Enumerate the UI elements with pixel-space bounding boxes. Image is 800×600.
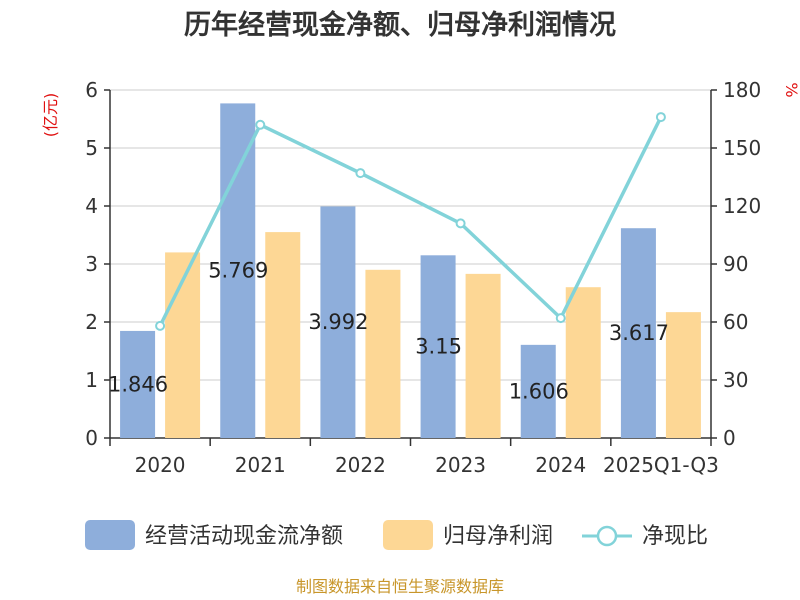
right-axis-unit: %: [782, 82, 800, 97]
chart-title: 历年经营现金净额、归母净利润情况: [184, 9, 616, 41]
left-axis-tick-label: 0: [85, 426, 98, 450]
right-axis-tick-label: 60: [723, 310, 748, 334]
bar-value-label: 3.992: [308, 310, 368, 334]
ratio-point[interactable]: [155, 320, 166, 331]
left-axis-tick-label: 5: [85, 136, 98, 160]
bar-cashflow[interactable]: [620, 228, 656, 438]
ratio-point[interactable]: [355, 168, 366, 179]
bar-cashflow[interactable]: [320, 206, 356, 438]
legend: 经营活动现金流净额 归母净利润 净现比: [85, 520, 708, 550]
left-axis-tick-label: 2: [85, 310, 98, 334]
left-axis-tick-label: 1: [85, 368, 98, 392]
bar-cashflow[interactable]: [520, 344, 556, 438]
bar-net-profit[interactable]: [465, 273, 501, 438]
right-axis-tick-label: 90: [723, 252, 748, 276]
right-axis-tick-label: 0: [723, 426, 736, 450]
left-axis-tick-label: 6: [85, 78, 98, 102]
bar-value-label: 3.15: [415, 335, 462, 359]
left-axis-unit: (亿元): [41, 93, 60, 138]
legend-label-cashflow[interactable]: 经营活动现金流净额: [145, 524, 343, 549]
bar-net-profit[interactable]: [365, 269, 401, 438]
right-axis-tick-label: 30: [723, 368, 748, 392]
legend-swatch-ratio-marker[interactable]: [596, 525, 618, 547]
x-axis-tick-label: 2022: [335, 453, 386, 477]
x-axis-tick-label: 2020: [135, 453, 186, 477]
x-axis-tick-label: 2025Q1-Q3: [603, 453, 719, 477]
source-note: 制图数据来自恒生聚源数据库: [296, 577, 504, 596]
x-axis-tick-label: 2021: [235, 453, 286, 477]
grid-lines: [110, 89, 711, 381]
bar-net-profit[interactable]: [265, 232, 301, 438]
bar-cashflow[interactable]: [420, 255, 456, 438]
ratio-point[interactable]: [555, 313, 566, 324]
bar-net-profit[interactable]: [665, 312, 701, 438]
ratio-point[interactable]: [455, 218, 466, 229]
x-axis-tick-label: 2024: [535, 453, 586, 477]
bar-value-label: 1.606: [509, 379, 569, 403]
data-labels: 1.846 5.769 3.992 3.15 1.606 3.617: [108, 259, 669, 404]
bar-net-profit[interactable]: [565, 287, 601, 438]
bar-value-label: 3.617: [609, 321, 669, 345]
legend-swatch-cashflow[interactable]: [85, 520, 135, 550]
left-axis-tick-label: 4: [85, 194, 98, 218]
bar-cashflow[interactable]: [220, 103, 256, 438]
ratio-point[interactable]: [655, 112, 666, 123]
ratio-line: [155, 112, 666, 331]
x-axis-tick-label: 2023: [435, 453, 486, 477]
bar-value-label: 5.769: [208, 259, 268, 283]
legend-swatch-net-profit[interactable]: [383, 520, 433, 550]
bar-value-label: 1.846: [108, 372, 168, 396]
right-axis-tick-label: 180: [723, 78, 761, 102]
ratio-line-path: [158, 116, 663, 327]
legend-label-net-profit[interactable]: 归母净利润: [443, 524, 553, 549]
right-axis-tick-label: 150: [723, 136, 761, 160]
bar-cashflow[interactable]: [120, 330, 156, 438]
left-axis-tick-label: 3: [85, 252, 98, 276]
right-axis-tick-label: 120: [723, 194, 761, 218]
ratio-point[interactable]: [255, 119, 266, 130]
legend-label-ratio[interactable]: 净现比: [642, 524, 708, 549]
